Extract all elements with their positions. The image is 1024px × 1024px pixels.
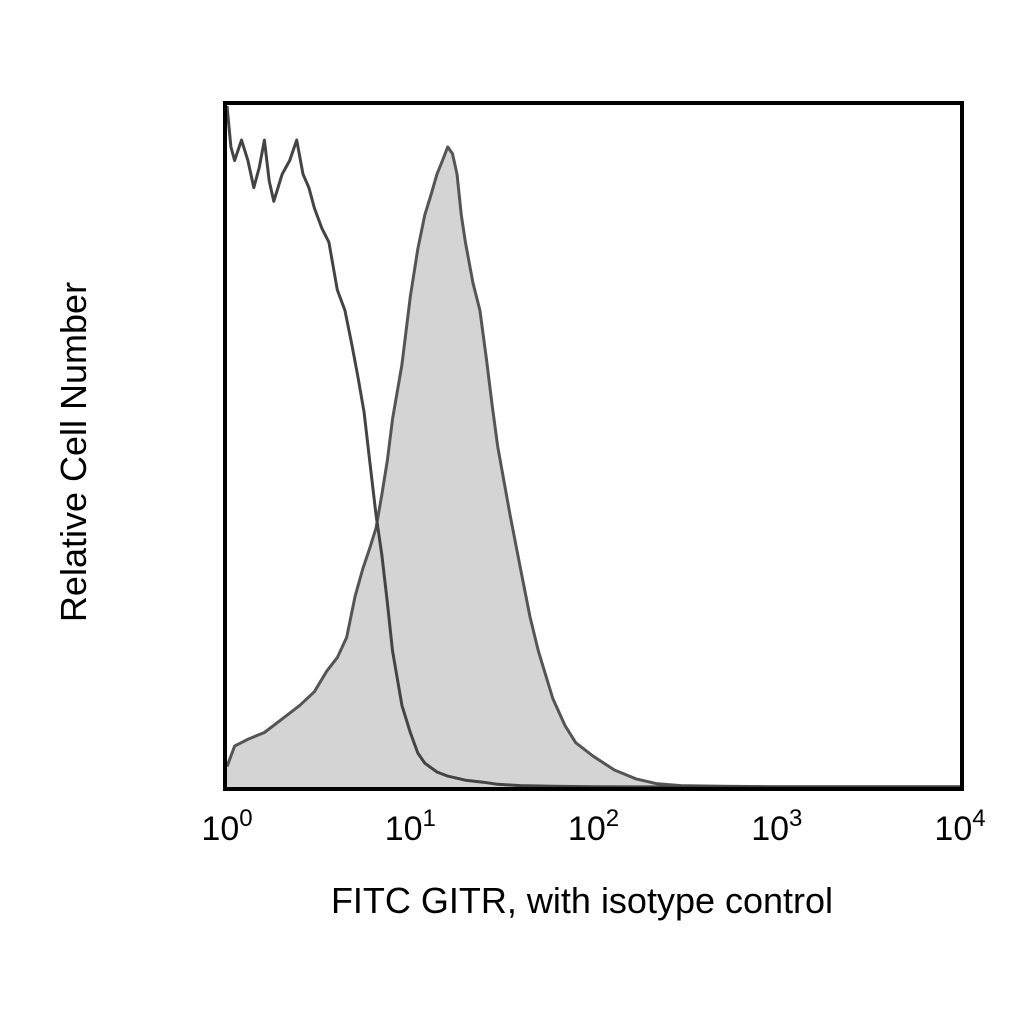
series-layer [225, 105, 960, 789]
x-tick-base: 10 [751, 810, 789, 848]
x-tick-exponent: 4 [972, 805, 985, 832]
x-tick-base: 10 [201, 810, 239, 848]
x-tick-exponent: 2 [606, 805, 619, 832]
series-1-line [225, 145, 960, 789]
x-tick-exponent: 1 [423, 805, 436, 832]
x-tick-base: 10 [568, 810, 606, 848]
x-tick-base: 10 [385, 810, 423, 848]
x-tick-base: 10 [934, 810, 972, 848]
series-2-line [225, 105, 960, 789]
x-tick-label: 103 [751, 805, 802, 848]
series-1-fill [227, 146, 960, 787]
x-tick-exponent: 0 [239, 805, 252, 832]
x-tick-label: 100 [201, 805, 252, 848]
x-tick-label: 104 [934, 805, 985, 848]
y-axis-title: Relative Cell Number [53, 282, 94, 622]
x-axis-title: FITC GITR, with isotype control [331, 880, 833, 921]
x-tick-labels: 100 101 102 103 104 [201, 805, 985, 848]
x-tick-label: 102 [568, 805, 619, 848]
x-tick-label: 101 [385, 805, 436, 848]
plot-frame [223, 101, 964, 791]
x-tick-exponent: 3 [789, 805, 802, 832]
